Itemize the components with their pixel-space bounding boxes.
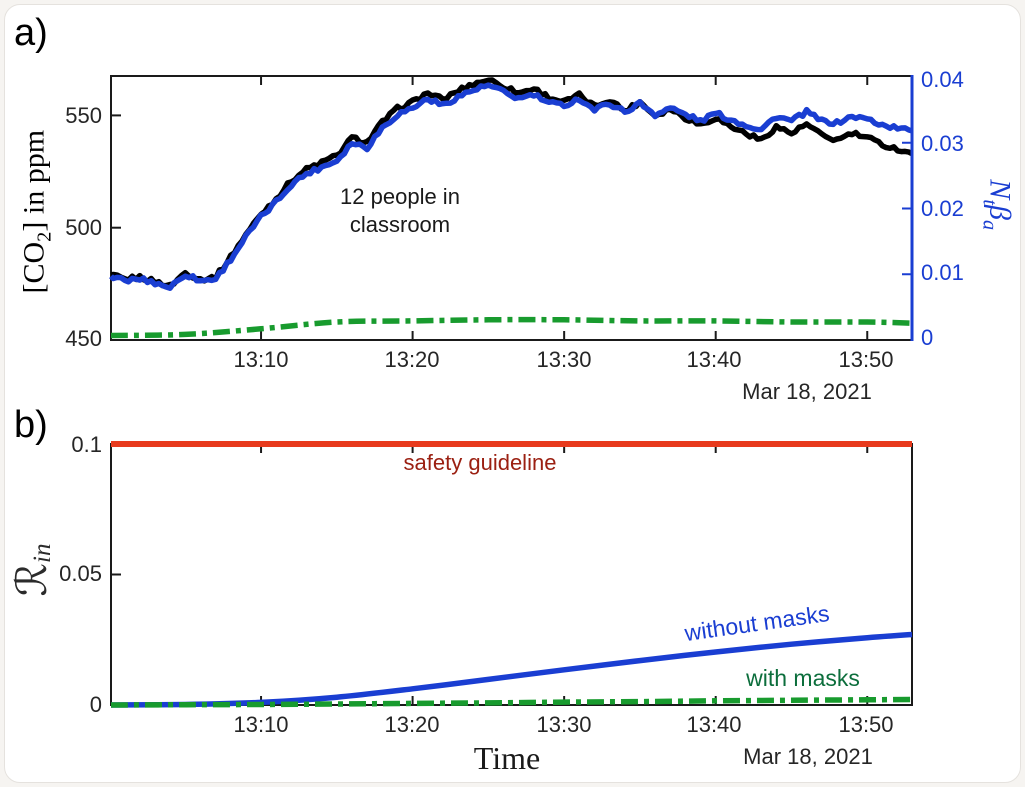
panel-b-xlabel-time: Time <box>473 740 541 776</box>
panel-a-rtick-001: 0.01 <box>921 260 964 285</box>
panel-a-label: a) <box>14 12 48 54</box>
panel-a-ylabel-left: [CO2] in ppm <box>17 52 56 372</box>
with-masks-label: with masks <box>746 665 860 691</box>
panel-b-label: b) <box>14 404 48 446</box>
panel-b-xtick-1350: 13:50 <box>838 712 894 737</box>
panel-a-ytick-500: 500 <box>65 215 102 240</box>
panel-a-rtick-004: 0.04 <box>921 67 964 92</box>
panel-a-annotation-line1: 12 people in <box>340 184 460 209</box>
ylabel-co2-pre: [CO <box>17 241 51 294</box>
panel-a-ytick-550: 550 <box>65 103 102 128</box>
panel-b-xtick-1330: 13:30 <box>536 712 592 737</box>
panel-a-annotation-line2: classroom <box>349 212 451 237</box>
panel-a-ytick-450: 450 <box>65 326 102 351</box>
ylabel-ntba-a: a <box>978 219 1001 231</box>
panel-a-rtick-003: 0.03 <box>921 131 964 156</box>
panel-b-ytick-0: 0 <box>89 692 102 717</box>
panel-a-xtick-1340: 13:40 <box>686 347 742 372</box>
panel-a-xtick-1330: 13:30 <box>536 347 592 372</box>
panel-b-date-label: Mar 18, 2021 <box>743 744 873 769</box>
panel-a-date-label: Mar 18, 2021 <box>742 379 872 404</box>
panel-a-xtick-1320: 13:20 <box>384 347 440 372</box>
panel-a-rtick-002: 0.02 <box>921 196 964 221</box>
panel-b-ytick-01: 0.1 <box>71 432 102 457</box>
panel-b-xtick-1310: 13:10 <box>233 712 289 737</box>
panel-a-xtick-1350: 13:50 <box>838 347 894 372</box>
safety-guideline-label: safety guideline <box>403 450 557 475</box>
panel-b-xtick-1340: 13:40 <box>686 712 742 737</box>
panel-b-xtick-1320: 13:20 <box>384 712 440 737</box>
panel-b-ytick-005: 0.05 <box>59 561 102 586</box>
panel-a-rtick-0: 0 <box>921 325 934 350</box>
panel-a-xtick-1310: 13:10 <box>233 347 289 372</box>
